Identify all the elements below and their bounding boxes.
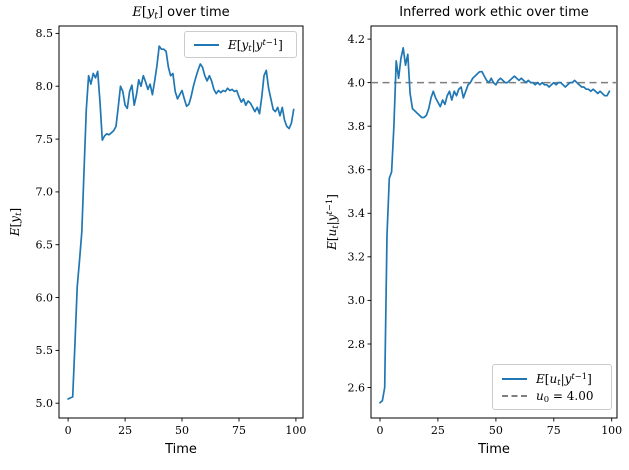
right-y-tick-label: 3.0 <box>348 294 366 307</box>
left-x-tick-label: 100 <box>285 424 306 437</box>
right-axes-frame <box>370 25 618 419</box>
left-plot-title: E[yt] over time <box>132 5 230 22</box>
right-y-tick-label: 4.2 <box>348 33 366 46</box>
left-y-tick-label: 8.0 <box>36 80 54 93</box>
left-y-tick-label: 6.0 <box>36 291 54 304</box>
right-y-tick-label: 2.6 <box>348 381 366 394</box>
right-x-axis-label: Time <box>478 442 510 457</box>
legend-row: u0 = 4.00 <box>502 389 604 403</box>
legend-label: u0 = 4.00 <box>536 388 594 404</box>
right-y-tick-label: 4.0 <box>348 76 366 89</box>
left-y-tick-label: 5.5 <box>36 344 54 357</box>
left-legend: E[yt|yt−1] <box>184 31 297 58</box>
left-x-tick-label: 25 <box>118 424 132 437</box>
left-x-tick-label: 75 <box>232 424 246 437</box>
left-y-tick-label: 8.5 <box>36 27 54 40</box>
right-x-tick-label: 75 <box>547 424 561 437</box>
left-y-tick-label: 6.5 <box>36 239 54 252</box>
legend-solid-line-sample <box>194 43 219 46</box>
legend-row: E[ut|yt−1] <box>502 372 604 386</box>
left-axes-frame <box>58 25 304 419</box>
right-y-tick-label: 2.8 <box>348 338 366 351</box>
left-series-line <box>67 45 295 400</box>
legend-row: E[yt|yt−1] <box>194 38 289 52</box>
right-plot-title: Inferred work ethic over time <box>399 5 589 20</box>
right-y-tick-label: 3.2 <box>348 251 366 264</box>
right-y-tick-label: 3.6 <box>348 164 366 177</box>
right-x-tick-label: 25 <box>431 424 445 437</box>
left-y-tick-label: 5.0 <box>36 397 54 410</box>
left-y-tick-label: 7.0 <box>36 186 54 199</box>
left-x-tick-label: 0 <box>65 424 72 437</box>
left-x-axis-label: Time <box>165 442 197 457</box>
left-y-tick-label: 7.5 <box>36 133 54 146</box>
right-series-line <box>379 46 611 404</box>
left-x-tick-label: 50 <box>175 424 189 437</box>
right-x-tick-label: 50 <box>489 424 503 437</box>
legend-solid-line-sample <box>502 377 527 380</box>
legend-label: E[yt|yt−1] <box>228 36 283 53</box>
left-y-axis-label: E[yt] <box>8 207 24 237</box>
right-y-axis-label: E[ut|yt−1] <box>324 194 341 250</box>
right-x-tick-label: 100 <box>601 424 622 437</box>
right-x-tick-label: 0 <box>377 424 384 437</box>
right-legend: E[ut|yt−1] u0 = 4.00 <box>492 364 612 410</box>
legend-label: E[ut|yt−1] <box>536 370 592 387</box>
right-y-tick-label: 3.8 <box>348 120 366 133</box>
right-y-tick-label: 3.4 <box>348 207 366 220</box>
legend-dashed-line-sample <box>502 394 527 397</box>
